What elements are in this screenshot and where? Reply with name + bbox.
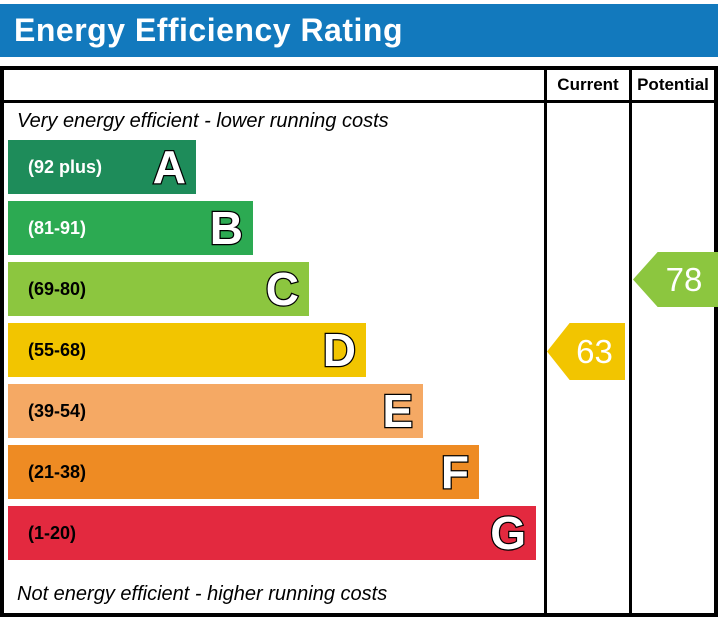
band-letter: D xyxy=(322,324,358,376)
band-row: (69-80) C xyxy=(8,262,309,316)
band-range-label: (21-38) xyxy=(28,461,87,482)
current-rating-arrow: 63 xyxy=(547,323,625,380)
potential-rating-arrow: 78 xyxy=(633,252,718,307)
bands-column: Very energy efficient - lower running co… xyxy=(4,103,544,613)
band-list: (92 plus) A (81-91) B (69-80) C (55-68) … xyxy=(4,140,544,560)
band-range-label: (81-91) xyxy=(28,217,87,238)
current-column: 63 xyxy=(544,103,629,613)
band-range-label: (55-68) xyxy=(28,339,87,360)
band-row: (21-38) F xyxy=(8,445,479,499)
page-title: Energy Efficiency Rating xyxy=(14,12,403,48)
band-range-label: (1-20) xyxy=(28,522,77,543)
band-row: (55-68) D xyxy=(8,323,366,377)
band-letter: A xyxy=(152,141,188,193)
caption-very-efficient: Very energy efficient - lower running co… xyxy=(17,110,389,132)
band-letter: B xyxy=(209,202,245,254)
caption-not-efficient: Not energy efficient - higher running co… xyxy=(17,583,388,605)
column-header-current: Current xyxy=(544,70,629,103)
band-letter: G xyxy=(489,507,527,559)
band-letter: F xyxy=(440,446,471,498)
band-row: (39-54) E xyxy=(8,384,423,438)
rating-value: 78 xyxy=(665,260,703,298)
band-row: (1-20) G xyxy=(8,506,536,560)
band-letter: C xyxy=(265,263,301,315)
potential-column: 78 xyxy=(629,103,718,613)
band-range-label: (69-80) xyxy=(28,278,87,299)
rating-value: 63 xyxy=(576,332,613,370)
header-spacer-cell xyxy=(4,70,544,103)
band-row: (81-91) B xyxy=(8,201,253,255)
band-range-label: (92 plus) xyxy=(28,156,103,177)
column-header-potential: Potential xyxy=(629,70,714,103)
rating-table: Current Potential Very energy efficient … xyxy=(0,66,718,617)
band-row: (92 plus) A xyxy=(8,140,196,194)
band-range-label: (39-54) xyxy=(28,400,87,421)
band-letter: E xyxy=(381,385,414,437)
title-bar: Energy Efficiency Rating xyxy=(0,4,718,57)
